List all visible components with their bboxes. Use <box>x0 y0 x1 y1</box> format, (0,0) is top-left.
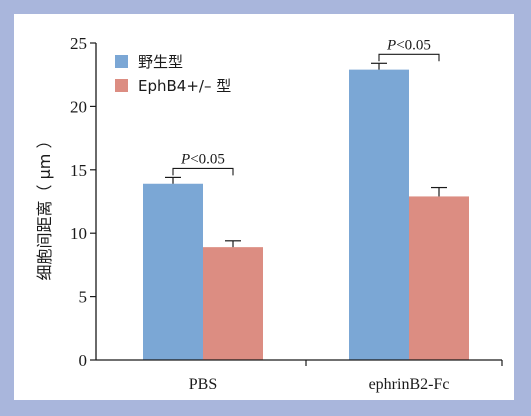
y-tick-label: 20 <box>70 97 87 116</box>
significance-bracket: P<0.05 <box>172 151 234 176</box>
error-bar <box>371 62 387 70</box>
legend-label: 野生型 <box>138 53 183 71</box>
legend-item: 野生型 <box>115 53 183 71</box>
x-tick-label: ephrinB2-Fc <box>369 376 450 393</box>
bar <box>203 247 263 360</box>
bar <box>349 69 409 361</box>
y-tick-label: 15 <box>70 161 87 180</box>
significance-label: P<0.05 <box>386 37 431 53</box>
y-tick-label: 5 <box>79 288 88 307</box>
error-bar <box>225 240 241 248</box>
error-bar <box>431 186 447 197</box>
legend-swatch <box>115 55 128 68</box>
y-axis-label: 细胞间距离（ μm ） <box>35 133 54 281</box>
y-tick-label: 10 <box>70 224 87 243</box>
x-tick-label: PBS <box>189 376 217 393</box>
significance-label: P<0.05 <box>180 151 225 167</box>
error-bar <box>165 176 181 184</box>
bars-layer <box>143 69 469 361</box>
axes: 0 5 10 15 20 25 PBS ephrinB2-Fc 细胞间距离（ μm ） <box>35 34 503 393</box>
error-bars-layer <box>165 62 447 248</box>
significance-annotations: P<0.05 P<0.05 <box>172 37 440 176</box>
significance-bracket: P<0.05 <box>378 37 440 62</box>
legend: 野生型 EphB4+/– 型 <box>115 53 231 95</box>
legend-label: EphB4+/– 型 <box>138 77 231 95</box>
bar <box>409 196 469 360</box>
y-tick-label: 25 <box>70 34 87 53</box>
legend-item: EphB4+/– 型 <box>115 77 231 95</box>
bar <box>143 183 203 360</box>
y-tick-label: 0 <box>79 351 88 370</box>
legend-swatch <box>115 79 128 92</box>
